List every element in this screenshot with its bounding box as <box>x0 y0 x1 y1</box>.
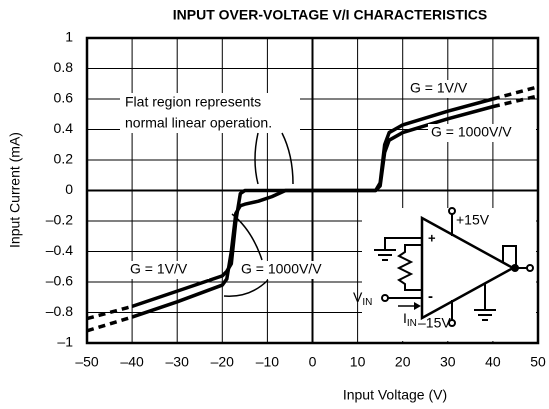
output-terminal <box>526 264 534 272</box>
x-tick-label: –20 <box>211 354 235 370</box>
y-axis-label: Input Current (mA) <box>7 132 23 248</box>
y-tick-label: 0.8 <box>54 59 74 75</box>
series-line <box>86 304 133 321</box>
arrow <box>254 132 259 185</box>
plot-frame <box>85 36 540 345</box>
x-tick-label: –30 <box>166 354 190 370</box>
plus-input-wire <box>384 237 422 250</box>
op-amp <box>420 215 516 321</box>
x-tick-label: 50 <box>530 354 546 370</box>
y-tick-label: –1 <box>57 334 73 350</box>
x-tick-label: –50 <box>75 354 99 370</box>
y-tick-label: 0.4 <box>54 120 74 136</box>
vin-main: V <box>353 289 363 305</box>
iin-main: I <box>403 310 407 326</box>
label-background <box>428 124 536 142</box>
note-background <box>120 93 300 133</box>
label-background <box>407 80 485 98</box>
x-tick-label: 40 <box>485 354 501 370</box>
label-background <box>127 261 209 279</box>
circuit-inset: + - <box>362 207 536 341</box>
x-tick-label: –40 <box>120 354 144 370</box>
arrow <box>223 279 269 297</box>
neg-supply-label: –15V <box>418 315 451 331</box>
y-tick-label: –0.6 <box>46 273 73 289</box>
plus-sign: + <box>428 230 436 245</box>
vin-label: VIN <box>353 289 372 308</box>
series-line <box>131 104 494 319</box>
arrow <box>281 132 294 185</box>
minus-sign: - <box>428 288 433 305</box>
series-line <box>492 94 539 109</box>
series-annotation: G = 1V/V <box>410 80 468 96</box>
y-tick-label: 0.2 <box>54 151 74 167</box>
pos-supply-label: +15V <box>456 212 490 228</box>
label-background <box>238 261 346 279</box>
x-tick-label: 0 <box>309 354 317 370</box>
annotation: Flat region represents <box>125 94 261 110</box>
arrow <box>231 213 263 261</box>
y-tick-label: –0.2 <box>46 212 73 228</box>
resistor <box>396 244 422 291</box>
x-axis-label: Input Voltage (V) <box>343 387 447 403</box>
y-tick-label: 0 <box>65 181 73 197</box>
series-line <box>86 315 133 333</box>
y-tick-label: –0.8 <box>46 303 73 319</box>
x-tick-label: 30 <box>440 354 456 370</box>
annotation: normal linear operation. <box>125 115 272 131</box>
iin-label: IIN <box>403 310 417 329</box>
iin-sub: IN <box>407 318 417 329</box>
current-arrowhead <box>414 302 421 310</box>
feedback-wire <box>502 245 517 268</box>
y-tick-label: 1 <box>65 29 73 45</box>
x-tick-label: 10 <box>350 354 366 370</box>
pos-supply-terminal <box>448 207 456 215</box>
y-tick-label: –0.4 <box>46 242 73 258</box>
x-tick-label: 20 <box>395 354 411 370</box>
series-annotation: G = 1000V/V <box>431 124 512 140</box>
series-annotation: G = 1V/V <box>130 261 188 277</box>
neg-supply-terminal <box>448 319 456 327</box>
input-terminal <box>381 294 389 302</box>
y-tick-label: 0.6 <box>54 90 74 106</box>
lines <box>86 85 539 333</box>
chart-title: INPUT OVER-VOLTAGE V/I CHARACTERISTICS <box>173 7 488 23</box>
vin-sub: IN <box>362 297 372 308</box>
series-annotation: G = 1000V/V <box>241 261 322 277</box>
series-line <box>492 85 539 101</box>
x-tick-label: –10 <box>256 354 280 370</box>
